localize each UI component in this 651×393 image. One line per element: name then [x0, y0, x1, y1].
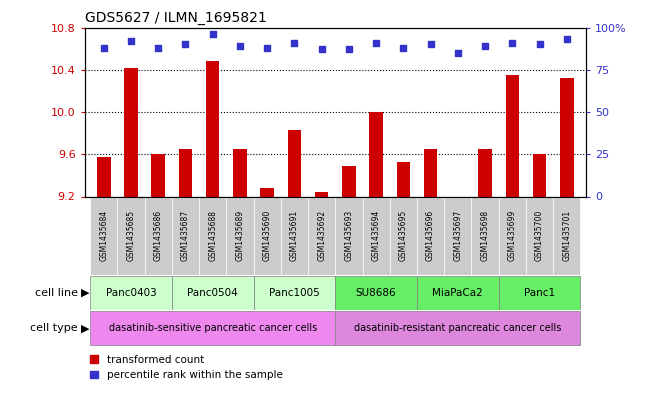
Bar — [335, 196, 363, 275]
Bar — [335, 276, 417, 310]
Text: GSM1435690: GSM1435690 — [262, 210, 271, 261]
Text: Panc0403: Panc0403 — [105, 288, 156, 298]
Bar — [281, 196, 308, 275]
Point — [398, 45, 409, 51]
Point — [344, 46, 354, 53]
Text: GSM1435701: GSM1435701 — [562, 210, 572, 261]
Text: GSM1435696: GSM1435696 — [426, 210, 435, 261]
Bar — [288, 130, 301, 196]
Bar — [178, 149, 192, 196]
Text: GSM1435687: GSM1435687 — [181, 210, 190, 261]
Text: GSM1435700: GSM1435700 — [535, 210, 544, 261]
Text: GDS5627 / ILMN_1695821: GDS5627 / ILMN_1695821 — [85, 11, 266, 25]
Text: ▶: ▶ — [81, 323, 90, 333]
Bar — [533, 154, 546, 196]
Bar — [308, 196, 335, 275]
Bar — [117, 196, 145, 275]
Bar — [90, 196, 117, 275]
Point — [425, 41, 436, 48]
Bar — [227, 196, 253, 275]
Bar — [233, 149, 247, 196]
Point — [289, 40, 299, 46]
Point — [480, 43, 490, 49]
Bar — [396, 162, 410, 196]
Point — [316, 46, 327, 53]
Text: GSM1435698: GSM1435698 — [480, 210, 490, 261]
Text: GSM1435699: GSM1435699 — [508, 210, 517, 261]
Point — [235, 43, 245, 49]
Bar — [260, 188, 274, 196]
Point — [262, 45, 272, 51]
Bar — [506, 75, 519, 196]
Point — [507, 40, 518, 46]
Bar — [363, 196, 390, 275]
Text: dasatinib-sensitive pancreatic cancer cells: dasatinib-sensitive pancreatic cancer ce… — [109, 323, 317, 333]
Bar — [369, 112, 383, 196]
Bar — [97, 158, 111, 196]
Bar — [478, 149, 492, 196]
Bar — [253, 196, 281, 275]
Bar — [315, 192, 329, 196]
Bar — [553, 196, 581, 275]
Point — [562, 36, 572, 42]
Bar — [335, 311, 581, 345]
Text: ▶: ▶ — [81, 288, 90, 298]
Legend: transformed count, percentile rank within the sample: transformed count, percentile rank withi… — [90, 355, 283, 380]
Point — [98, 45, 109, 51]
Bar — [152, 154, 165, 196]
Text: GSM1435694: GSM1435694 — [372, 210, 381, 261]
Text: Panc1: Panc1 — [524, 288, 555, 298]
Bar — [560, 78, 574, 196]
Point — [180, 41, 191, 48]
Bar — [471, 196, 499, 275]
Bar — [499, 276, 581, 310]
Text: GSM1435685: GSM1435685 — [126, 210, 135, 261]
Point — [153, 45, 163, 51]
Text: GSM1435686: GSM1435686 — [154, 210, 163, 261]
Point — [126, 38, 136, 44]
Text: GSM1435697: GSM1435697 — [453, 210, 462, 261]
Point — [371, 40, 381, 46]
Text: GSM1435693: GSM1435693 — [344, 210, 353, 261]
Bar — [253, 276, 335, 310]
Text: Panc0504: Panc0504 — [187, 288, 238, 298]
Text: cell type: cell type — [31, 323, 78, 333]
Bar — [526, 196, 553, 275]
Text: MiaPaCa2: MiaPaCa2 — [432, 288, 483, 298]
Bar — [90, 276, 172, 310]
Bar — [342, 166, 355, 196]
Point — [452, 50, 463, 56]
Bar — [172, 276, 253, 310]
Text: GSM1435689: GSM1435689 — [236, 210, 244, 261]
Text: dasatinib-resistant pancreatic cancer cells: dasatinib-resistant pancreatic cancer ce… — [354, 323, 562, 333]
Bar — [145, 196, 172, 275]
Bar — [417, 196, 444, 275]
Bar — [444, 196, 471, 275]
Text: cell line: cell line — [35, 288, 78, 298]
Bar — [424, 149, 437, 196]
Text: GSM1435692: GSM1435692 — [317, 210, 326, 261]
Bar — [206, 61, 219, 196]
Bar — [199, 196, 227, 275]
Text: SU8686: SU8686 — [356, 288, 396, 298]
Text: GSM1435691: GSM1435691 — [290, 210, 299, 261]
Text: GSM1435684: GSM1435684 — [99, 210, 108, 261]
Bar — [390, 196, 417, 275]
Bar — [172, 196, 199, 275]
Bar — [417, 276, 499, 310]
Text: GSM1435688: GSM1435688 — [208, 210, 217, 261]
Bar — [499, 196, 526, 275]
Text: Panc1005: Panc1005 — [269, 288, 320, 298]
Bar — [90, 311, 335, 345]
Point — [534, 41, 545, 48]
Point — [208, 31, 218, 37]
Text: GSM1435695: GSM1435695 — [399, 210, 408, 261]
Bar — [124, 68, 138, 196]
